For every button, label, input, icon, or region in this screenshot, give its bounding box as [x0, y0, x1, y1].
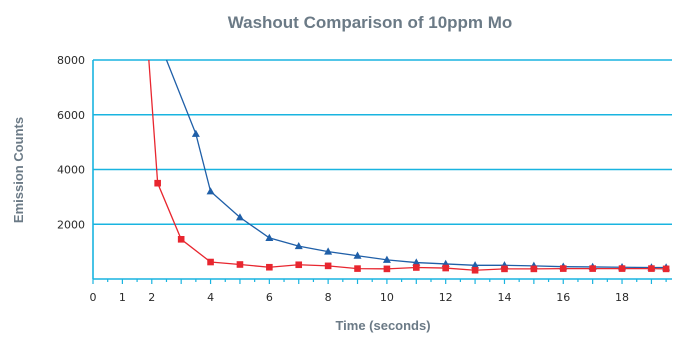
x-tick-label: 6 — [266, 291, 273, 304]
data-point — [236, 261, 244, 268]
axes — [92, 60, 672, 284]
x-tick-label: 18 — [615, 291, 629, 304]
y-tick-label: 6000 — [57, 109, 85, 122]
data-point — [207, 258, 214, 266]
data-point — [530, 265, 538, 273]
data-point — [442, 264, 449, 272]
data-point — [412, 258, 421, 266]
x-tick-label: 12 — [439, 291, 453, 304]
data-point — [589, 265, 596, 272]
data-point — [235, 213, 244, 221]
x-tick-label: 10 — [380, 291, 394, 304]
x-axis-title: Time (seconds) — [335, 318, 430, 333]
data-point — [154, 179, 161, 187]
plot-area — [148, 59, 671, 274]
data-point — [177, 236, 185, 243]
gridlines — [93, 59, 672, 225]
data-point — [266, 263, 273, 271]
data-point — [383, 265, 391, 273]
data-point — [559, 265, 567, 272]
data-point — [353, 251, 362, 259]
series-square — [148, 59, 670, 274]
data-point — [324, 247, 333, 255]
x-tick-label: 16 — [556, 291, 570, 304]
data-point — [501, 265, 508, 273]
data-point — [354, 265, 361, 272]
data-point — [191, 129, 200, 137]
data-point — [471, 261, 480, 269]
data-point — [471, 266, 479, 274]
data-point — [382, 255, 391, 263]
series-triangle — [165, 59, 671, 271]
data-point — [662, 265, 670, 273]
x-tick-label: 14 — [497, 291, 511, 304]
data-point — [294, 241, 303, 250]
data-point — [295, 261, 303, 269]
data-point — [324, 262, 332, 270]
y-tick-label: 4000 — [57, 164, 85, 177]
data-point — [265, 233, 274, 241]
data-point — [412, 264, 420, 271]
y-tick-label: 8000 — [57, 54, 85, 67]
x-tick-label: 8 — [325, 291, 332, 304]
chart-title: Washout Comparison of 10ppm Mo — [228, 13, 513, 32]
data-point — [648, 265, 655, 272]
data-point — [206, 187, 215, 195]
x-tick-label: 0 — [90, 291, 97, 304]
y-axis-title: Emission Counts — [11, 117, 26, 223]
data-point — [618, 265, 626, 272]
series-line — [148, 59, 667, 271]
series-line — [165, 59, 667, 269]
x-tick-label: 1 — [119, 291, 126, 304]
x-tick-label: 2 — [148, 291, 155, 304]
y-tick-label: 2000 — [57, 218, 85, 231]
x-tick-label: 4 — [207, 291, 214, 304]
